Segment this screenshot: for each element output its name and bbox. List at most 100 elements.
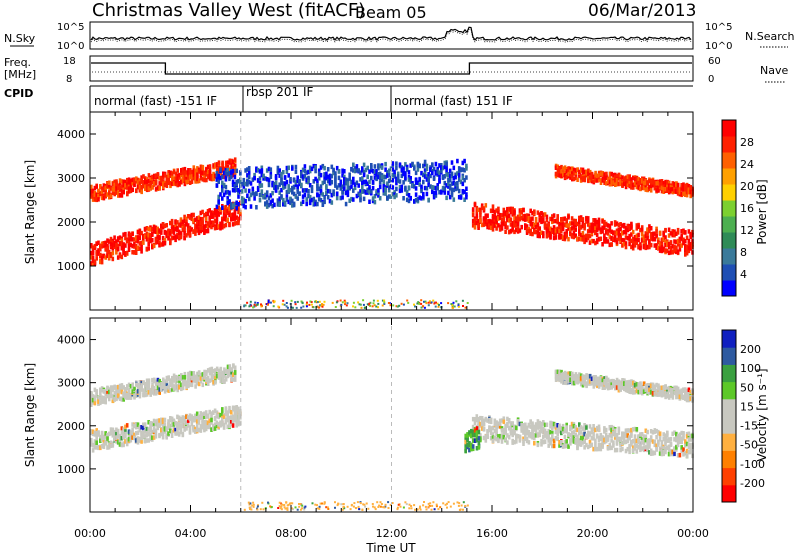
heatmap-cell (167, 431, 170, 436)
heatmap-cell (230, 374, 233, 379)
heatmap-cell (574, 427, 577, 432)
heatmap-cell (129, 393, 133, 399)
heatmap-cell (217, 224, 220, 229)
heatmap-cell (122, 182, 125, 188)
heatmap-cell (423, 159, 427, 165)
heatmap-cell (445, 183, 448, 188)
heatmap-cell (224, 190, 228, 195)
heatmap-cell (210, 371, 214, 376)
heatmap-cell (386, 173, 389, 178)
heatmap-cell (247, 179, 251, 185)
heatmap-cell (289, 200, 292, 206)
heatmap-cell (529, 208, 532, 214)
heatmap-cell (135, 382, 138, 387)
freq-label-line2: [MHz] (4, 68, 36, 81)
heatmap-cell (187, 168, 190, 173)
heatmap-cell (185, 170, 188, 175)
heatmap-cell (637, 224, 640, 229)
heatmap-cell (662, 181, 666, 186)
heatmap-cell (498, 224, 502, 229)
heatmap-cell (423, 306, 426, 309)
heatmap-cell (626, 438, 630, 443)
heatmap-cell (165, 230, 168, 236)
heatmap-cell (192, 229, 195, 235)
heatmap-cell (162, 181, 165, 187)
heatmap-cell (515, 433, 518, 438)
heatmap-cell (565, 443, 568, 449)
heatmap-cell (185, 420, 188, 425)
heatmap-cell (161, 242, 165, 247)
heatmap-cell (208, 368, 212, 374)
heatmap-cell (384, 191, 387, 196)
heatmap-cell (578, 441, 581, 447)
heatmap-cell (256, 185, 260, 191)
heatmap-cell (267, 299, 270, 302)
date-label: 06/Mar/2013 (588, 1, 696, 21)
heatmap-cell (160, 421, 163, 426)
heatmap-cell (556, 164, 560, 169)
heatmap-cell (179, 429, 183, 435)
heatmap-cell (619, 178, 622, 184)
heatmap-cell (592, 424, 595, 429)
heatmap-cell (230, 166, 233, 171)
heatmap-cell (525, 230, 529, 235)
heatmap-cell (214, 162, 217, 168)
heatmap-cell (684, 244, 687, 249)
heatmap-cell (222, 223, 226, 229)
heatmap-cell (689, 234, 692, 240)
heatmap-cell (194, 176, 197, 181)
heatmap-cell (160, 427, 163, 433)
heatmap-cell (404, 171, 407, 176)
heatmap-cell (285, 189, 289, 195)
heatmap-cell (525, 425, 529, 431)
heatmap-cell (90, 399, 93, 404)
heatmap-cell (586, 218, 590, 224)
heatmap-cell (511, 224, 514, 229)
heatmap-cell (545, 234, 549, 239)
heatmap-cell (622, 241, 626, 247)
heatmap-cell (170, 433, 174, 438)
heatmap-cell (283, 184, 287, 189)
heatmap-cell (464, 306, 467, 309)
heatmap-cell (454, 172, 457, 177)
heatmap-cell (183, 174, 187, 180)
heatmap-cell (436, 169, 439, 174)
heatmap-cell (642, 236, 646, 242)
heatmap-cell (545, 223, 549, 228)
heatmap-cell (513, 223, 516, 228)
heatmap-cell (294, 179, 298, 185)
heatmap-cell (186, 415, 190, 420)
heatmap-cell (540, 230, 543, 235)
heatmap-cell (352, 162, 355, 168)
heatmap-cell (495, 420, 498, 425)
heatmap-cell (552, 438, 556, 444)
heatmap-cell (147, 246, 150, 251)
heatmap-cell (127, 187, 131, 192)
heatmap-cell (174, 179, 178, 184)
heatmap-cell (513, 209, 516, 215)
heatmap-cell (422, 179, 425, 185)
heatmap-cell (506, 440, 509, 445)
heatmap-cell (459, 179, 463, 185)
heatmap-cell (513, 439, 516, 445)
heatmap-cell (489, 426, 493, 431)
heatmap-cell (147, 386, 151, 392)
heatmap-cell (500, 222, 504, 227)
heatmap-cell (585, 216, 588, 221)
heatmap-cell (461, 189, 465, 194)
heatmap-cell (585, 442, 588, 448)
heatmap-cell (300, 173, 303, 179)
heatmap-cell (687, 238, 691, 244)
heatmap-cell (203, 224, 206, 229)
heatmap-cell (552, 231, 556, 236)
heatmap-cell (628, 443, 631, 449)
heatmap-cell (436, 302, 439, 305)
heatmap-cell (597, 226, 601, 231)
heatmap-cell (228, 405, 231, 411)
heatmap-cell (185, 175, 188, 180)
heatmap-cell (215, 214, 219, 219)
heatmap-cell (181, 432, 185, 438)
heatmap-cell (427, 301, 430, 304)
heatmap-cell (201, 225, 204, 230)
heatmap-cell (500, 433, 504, 438)
